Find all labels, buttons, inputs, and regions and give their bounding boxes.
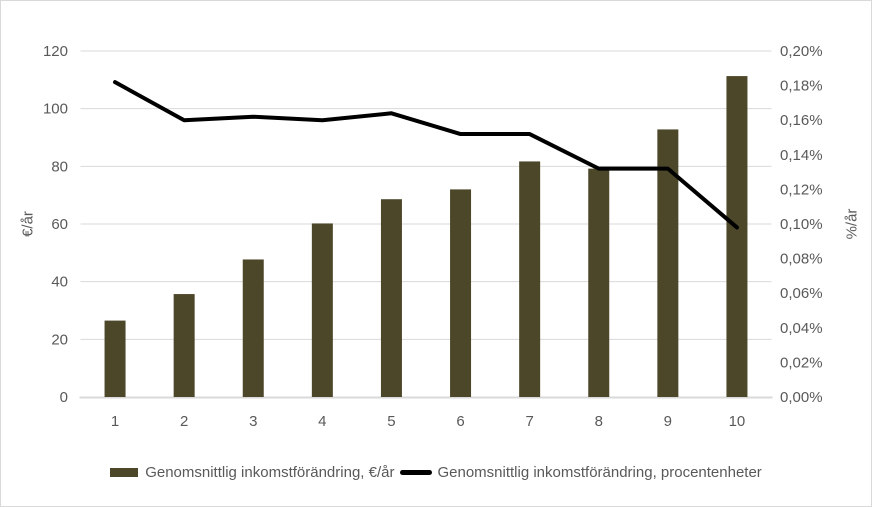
legend-item-bar-series: Genomsnittlig inkomstförändring, €/år xyxy=(110,464,394,481)
bar xyxy=(450,189,472,397)
x-axis-tick-label: 10 xyxy=(729,413,746,430)
x-axis-tick-label: 2 xyxy=(180,413,188,430)
left-axis-tick-label: 60 xyxy=(51,216,68,233)
bar xyxy=(588,168,610,397)
right-axis-tick-label: 0,20% xyxy=(780,43,823,60)
x-axis-tick-label: 9 xyxy=(664,413,672,430)
left-axis-tick-label: 80 xyxy=(51,158,68,175)
right-axis-tick-label: 0,00% xyxy=(780,389,823,406)
left-axis-title: €/år xyxy=(19,211,37,237)
bar-series-swatch-icon xyxy=(110,468,139,477)
right-axis-tick-label: 0,12% xyxy=(780,181,823,198)
bar-series-label: Genomsnittlig inkomstförändring, €/år xyxy=(145,464,395,481)
right-axis-tick-label: 0,06% xyxy=(780,285,823,302)
left-axis-tick-label: 100 xyxy=(43,101,68,118)
bar xyxy=(519,161,541,397)
x-axis-tick-label: 8 xyxy=(595,413,603,430)
right-axis-tick-label: 0,08% xyxy=(780,251,823,268)
left-axis-tick-label: 120 xyxy=(43,43,68,60)
right-axis-tick-label: 0,14% xyxy=(780,147,823,164)
x-axis-tick-label: 4 xyxy=(318,413,326,430)
bar xyxy=(173,294,195,397)
bar xyxy=(311,223,333,397)
right-axis-title: %/år xyxy=(843,208,861,240)
x-axis-tick-label: 1 xyxy=(111,413,119,430)
line-series-swatch-icon xyxy=(400,470,433,475)
bar xyxy=(380,199,402,397)
right-axis-tick-label: 0,04% xyxy=(780,320,823,337)
legend: Genomsnittlig inkomstförändring, €/år Ge… xyxy=(1,464,871,481)
x-axis-tick-label: 6 xyxy=(456,413,464,430)
x-axis-tick-label: 7 xyxy=(525,413,533,430)
right-axis-tick-label: 0,02% xyxy=(780,354,823,371)
x-axis-tick-label: 3 xyxy=(249,413,257,430)
x-axis-tick-label: 5 xyxy=(387,413,395,430)
right-axis-tick-label: 0,18% xyxy=(780,78,823,95)
legend-item-line-series: Genomsnittlig inkomstförändring, procent… xyxy=(400,464,762,481)
bar xyxy=(104,320,126,397)
line-series-label: Genomsnittlig inkomstförändring, procent… xyxy=(437,464,762,481)
line-series xyxy=(113,80,739,230)
bar xyxy=(657,129,679,397)
left-axis-tick-label: 20 xyxy=(51,331,68,348)
left-axis-tick-label: 40 xyxy=(51,274,68,291)
bar xyxy=(242,259,264,397)
left-axis-tick-label: 0 xyxy=(60,389,68,406)
right-axis-tick-label: 0,10% xyxy=(780,216,823,233)
right-axis-tick-label: 0,16% xyxy=(780,112,823,129)
bar xyxy=(726,76,748,398)
